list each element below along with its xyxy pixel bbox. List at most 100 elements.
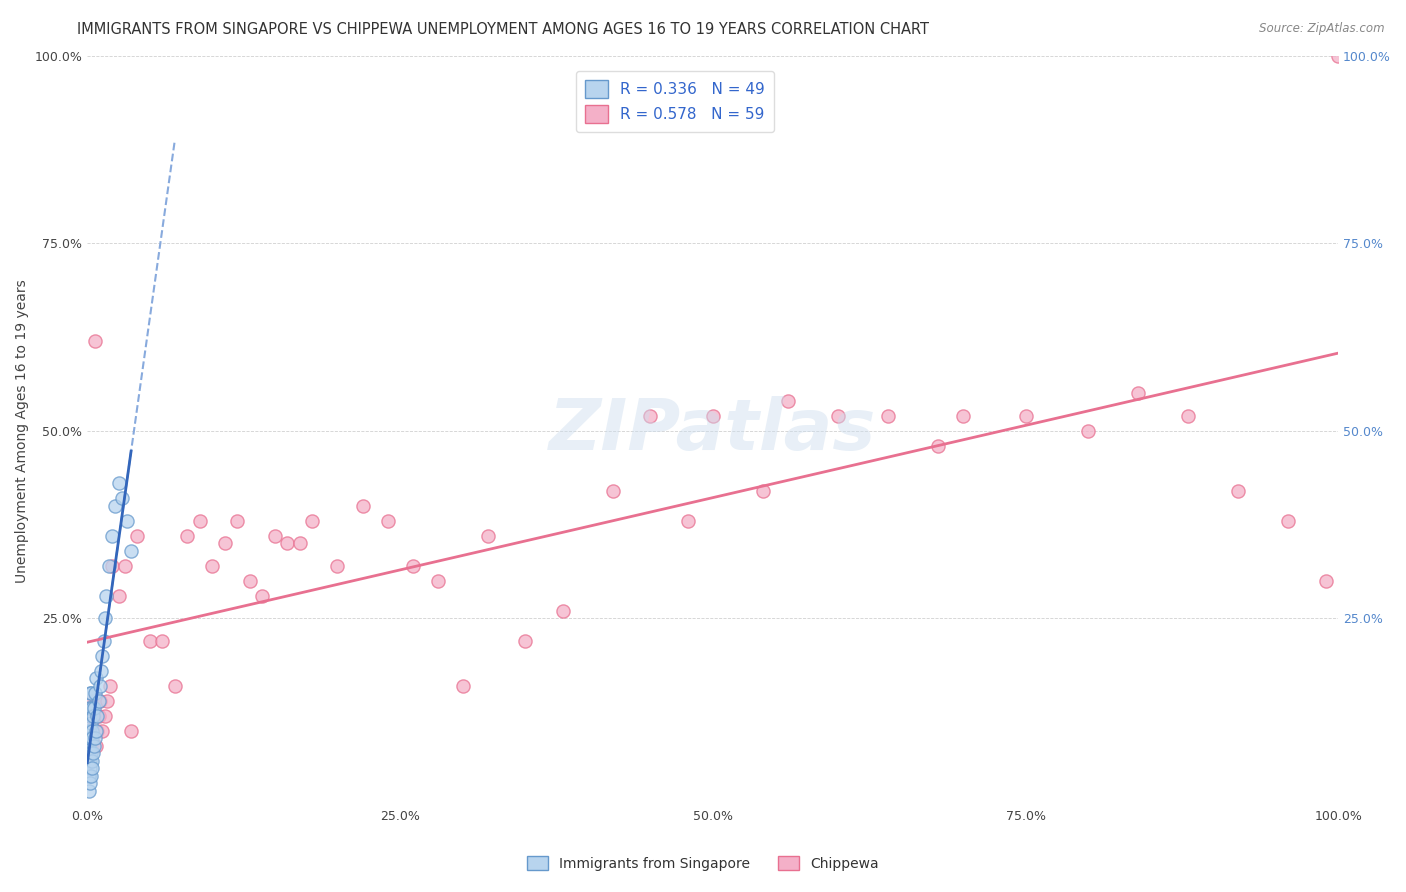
Point bbox=[401, 558, 423, 573]
Text: IMMIGRANTS FROM SINGAPORE VS CHIPPEWA UNEMPLOYMENT AMONG AGES 16 TO 19 YEARS COR: IMMIGRANTS FROM SINGAPORE VS CHIPPEWA UN… bbox=[77, 22, 929, 37]
Point bbox=[201, 558, 224, 573]
Point bbox=[91, 723, 114, 738]
Point bbox=[83, 739, 105, 753]
Point bbox=[1077, 424, 1099, 438]
Point bbox=[80, 769, 103, 783]
Point bbox=[84, 723, 107, 738]
Point bbox=[352, 499, 374, 513]
Legend: R = 0.336   N = 49, R = 0.578   N = 59: R = 0.336 N = 49, R = 0.578 N = 59 bbox=[576, 70, 775, 132]
Point bbox=[127, 528, 149, 542]
Point bbox=[79, 708, 101, 723]
Point bbox=[426, 574, 449, 588]
Point bbox=[90, 664, 112, 678]
Point bbox=[84, 671, 107, 685]
Point bbox=[80, 686, 103, 700]
Point bbox=[288, 536, 311, 550]
Point bbox=[93, 633, 115, 648]
Text: Source: ZipAtlas.com: Source: ZipAtlas.com bbox=[1260, 22, 1385, 36]
Point bbox=[82, 701, 104, 715]
Point bbox=[117, 514, 139, 528]
Point bbox=[551, 604, 574, 618]
Point bbox=[638, 409, 661, 423]
Point bbox=[827, 409, 849, 423]
Point bbox=[176, 528, 198, 542]
Point bbox=[264, 528, 287, 542]
Point bbox=[1126, 386, 1149, 401]
Y-axis label: Unemployment Among Ages 16 to 19 years: Unemployment Among Ages 16 to 19 years bbox=[15, 279, 30, 582]
Point bbox=[214, 536, 236, 550]
Point bbox=[89, 693, 111, 707]
Point bbox=[82, 761, 104, 775]
Point bbox=[239, 574, 262, 588]
Text: ZIPatlas: ZIPatlas bbox=[550, 396, 876, 465]
Point bbox=[602, 483, 624, 498]
Point bbox=[80, 739, 103, 753]
Point bbox=[77, 746, 100, 760]
Point bbox=[82, 693, 104, 707]
Point bbox=[702, 409, 724, 423]
Point bbox=[77, 769, 100, 783]
Point bbox=[120, 543, 142, 558]
Point bbox=[83, 701, 105, 715]
Point bbox=[77, 783, 100, 797]
Point bbox=[94, 589, 117, 603]
Point bbox=[79, 686, 101, 700]
Point bbox=[83, 334, 105, 348]
Point bbox=[97, 558, 120, 573]
Point bbox=[79, 723, 101, 738]
Point bbox=[77, 723, 100, 738]
Point bbox=[676, 514, 699, 528]
Point bbox=[79, 754, 101, 768]
Point bbox=[1227, 483, 1250, 498]
Point bbox=[1315, 574, 1337, 588]
Point bbox=[94, 708, 117, 723]
Point bbox=[752, 483, 775, 498]
Point bbox=[77, 739, 100, 753]
Point bbox=[252, 589, 274, 603]
Point bbox=[80, 716, 103, 731]
Point bbox=[82, 708, 104, 723]
Point bbox=[111, 491, 134, 505]
Point bbox=[163, 679, 186, 693]
Point bbox=[77, 708, 100, 723]
Point bbox=[150, 633, 173, 648]
Point bbox=[98, 679, 121, 693]
Point bbox=[776, 393, 799, 408]
Point bbox=[477, 528, 499, 542]
Point bbox=[77, 769, 100, 783]
Point bbox=[80, 754, 103, 768]
Point bbox=[107, 589, 129, 603]
Point bbox=[83, 686, 105, 700]
Point bbox=[952, 409, 974, 423]
Point bbox=[101, 558, 124, 573]
Point bbox=[82, 731, 104, 745]
Point bbox=[301, 514, 323, 528]
Point bbox=[87, 693, 110, 707]
Point bbox=[139, 633, 162, 648]
Point bbox=[104, 499, 127, 513]
Legend: Immigrants from Singapore, Chippewa: Immigrants from Singapore, Chippewa bbox=[522, 850, 884, 876]
Point bbox=[451, 679, 474, 693]
Point bbox=[101, 528, 124, 542]
Point bbox=[80, 746, 103, 760]
Point bbox=[91, 648, 114, 663]
Point bbox=[120, 723, 142, 738]
Point bbox=[927, 439, 949, 453]
Point bbox=[84, 739, 107, 753]
Point bbox=[83, 731, 105, 745]
Point bbox=[107, 476, 129, 491]
Point bbox=[276, 536, 298, 550]
Point bbox=[83, 708, 105, 723]
Point bbox=[89, 679, 111, 693]
Point bbox=[188, 514, 211, 528]
Point bbox=[377, 514, 399, 528]
Point bbox=[94, 611, 117, 625]
Point bbox=[80, 723, 103, 738]
Point bbox=[226, 514, 249, 528]
Point bbox=[79, 701, 101, 715]
Point bbox=[77, 723, 100, 738]
Point bbox=[877, 409, 900, 423]
Point bbox=[86, 708, 108, 723]
Point bbox=[87, 708, 110, 723]
Point bbox=[82, 746, 104, 760]
